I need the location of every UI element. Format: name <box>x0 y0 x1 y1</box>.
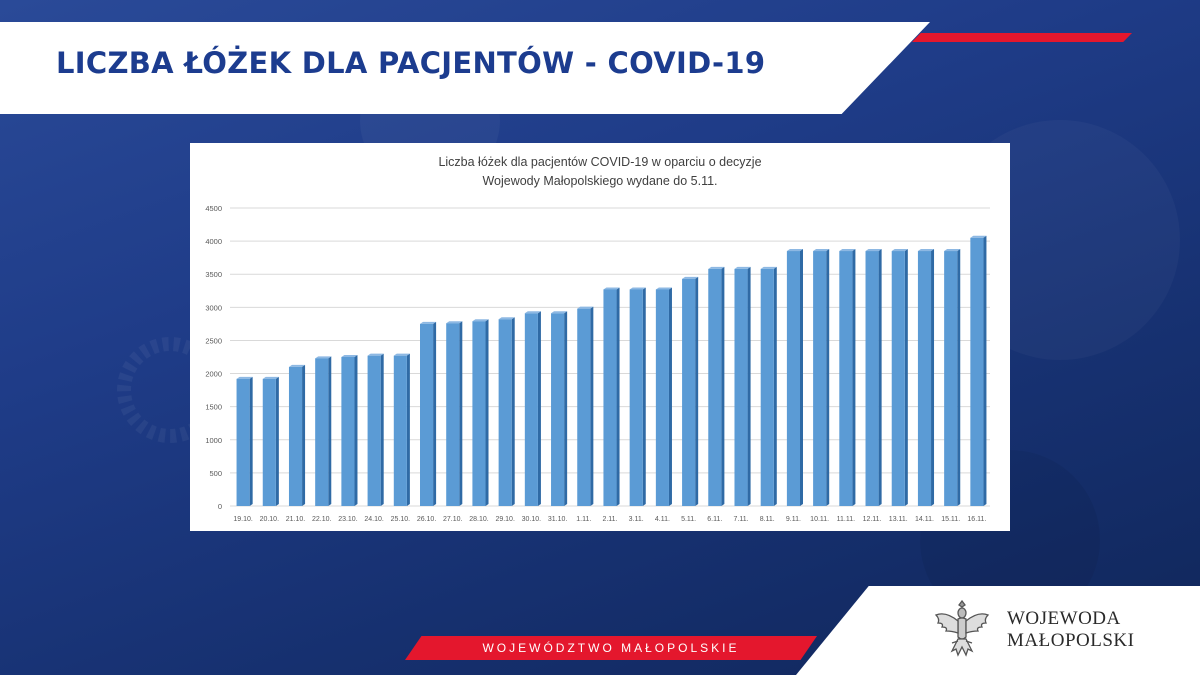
bar <box>551 311 568 506</box>
bar <box>420 321 437 506</box>
x-tick-label: 7.11. <box>734 516 749 523</box>
x-tick-label: 13.11. <box>889 516 908 523</box>
bar <box>682 276 699 506</box>
bar <box>262 376 279 506</box>
x-tick-label: 29.10. <box>495 516 515 523</box>
x-tick-label: 14.11. <box>915 516 934 523</box>
x-tick-label: 4.11. <box>655 516 670 523</box>
bar <box>839 249 856 506</box>
page-title: LICZBA ŁÓŻEK DLA PACJENTÓW - COVID-19 <box>56 46 766 80</box>
logo-text: WOJEWODA MAŁOPOLSKI <box>1007 608 1134 652</box>
bar <box>603 287 620 506</box>
footer-band <box>405 636 817 660</box>
bar <box>891 249 908 506</box>
bar <box>315 356 332 506</box>
x-tick-label: 26.10. <box>417 516 437 523</box>
x-tick-label: 12.11. <box>863 516 882 523</box>
x-tick-label: 15.11. <box>941 516 960 523</box>
x-tick-label: 31.10. <box>548 516 568 523</box>
x-tick-label: 20.10. <box>260 516 280 523</box>
bar <box>367 353 384 506</box>
bar <box>236 376 253 506</box>
bar <box>865 249 882 506</box>
x-tick-label: 11.11. <box>837 516 855 523</box>
y-tick-label: 2000 <box>205 370 222 379</box>
chart-panel: 0 500 1000 1500 2000 2500 3000 3500 4000 4500 19.1… <box>190 143 1010 531</box>
bar <box>446 321 463 506</box>
x-tick-label: 5.11. <box>681 516 696 523</box>
logo-line-2: MAŁOPOLSKI <box>1007 630 1135 651</box>
y-tick-label: 1500 <box>205 403 222 412</box>
x-tick-label: 21.10. <box>286 516 306 523</box>
region-label: WOJEWÓDZTWO MAŁOPOLSKIE <box>482 641 740 655</box>
chart-title-line-2: Wojewody Małopolskiego wydane do 5.11. <box>482 174 718 188</box>
bar <box>917 249 935 506</box>
y-tick-label: 2500 <box>205 336 222 345</box>
eagle-emblem-icon <box>934 599 990 657</box>
bar <box>760 266 777 506</box>
x-tick-label: 22.10. <box>312 516 332 523</box>
bar <box>655 287 672 506</box>
y-tick-label: 3500 <box>205 270 222 279</box>
x-tick-label: 28.10. <box>469 516 489 523</box>
y-tick-label: 3000 <box>205 303 222 312</box>
bar <box>734 266 751 506</box>
bar <box>786 249 803 506</box>
bar <box>577 306 594 506</box>
bar <box>393 353 410 506</box>
x-tick-label: 19.10. <box>233 516 253 523</box>
y-tick-label: 4500 <box>205 204 222 213</box>
header-accent-stripe <box>912 33 1132 42</box>
logo-box <box>796 586 1200 675</box>
y-tick-label: 0 <box>218 502 222 511</box>
header-band <box>0 22 930 114</box>
x-tick-label: 27.10. <box>443 516 463 523</box>
bar <box>498 317 515 506</box>
x-tick-label: 6.11. <box>707 516 722 523</box>
x-tick-label: 8.11. <box>760 516 775 523</box>
bar <box>944 249 961 506</box>
bar <box>708 266 725 506</box>
x-tick-label: 10.11. <box>810 516 829 523</box>
chart-title: Liczba łóżek dla pacjentów COVID-19 w op… <box>190 153 1010 191</box>
bar <box>341 355 358 506</box>
chart-title-line-1: Liczba łóżek dla pacjentów COVID-19 w op… <box>438 155 762 169</box>
y-tick-label: 1000 <box>205 436 222 445</box>
bar <box>970 235 987 507</box>
y-tick-label: 4000 <box>205 237 222 246</box>
x-tick-label: 24.10. <box>364 516 384 523</box>
bar <box>813 249 830 506</box>
x-tick-label: 30.10. <box>522 516 542 523</box>
bar <box>288 364 306 506</box>
x-tick-label: 9.11. <box>786 516 801 523</box>
x-tick-label: 25.10. <box>391 516 411 523</box>
bar <box>472 319 489 506</box>
x-tick-label: 23.10. <box>338 516 358 523</box>
logo-line-1: WOJEWODA <box>1007 608 1121 629</box>
bar-chart: 0 500 1000 1500 2000 2500 3000 3500 4000 4500 19.1… <box>205 204 990 523</box>
x-tick-label: 1.11. <box>576 516 591 523</box>
bar <box>524 311 541 506</box>
y-tick-label: 500 <box>209 469 222 478</box>
x-tick-label: 3.11. <box>629 516 644 523</box>
x-tick-label: 16.11. <box>967 516 986 523</box>
x-tick-label: 2.11. <box>602 516 617 523</box>
bar <box>629 287 646 506</box>
